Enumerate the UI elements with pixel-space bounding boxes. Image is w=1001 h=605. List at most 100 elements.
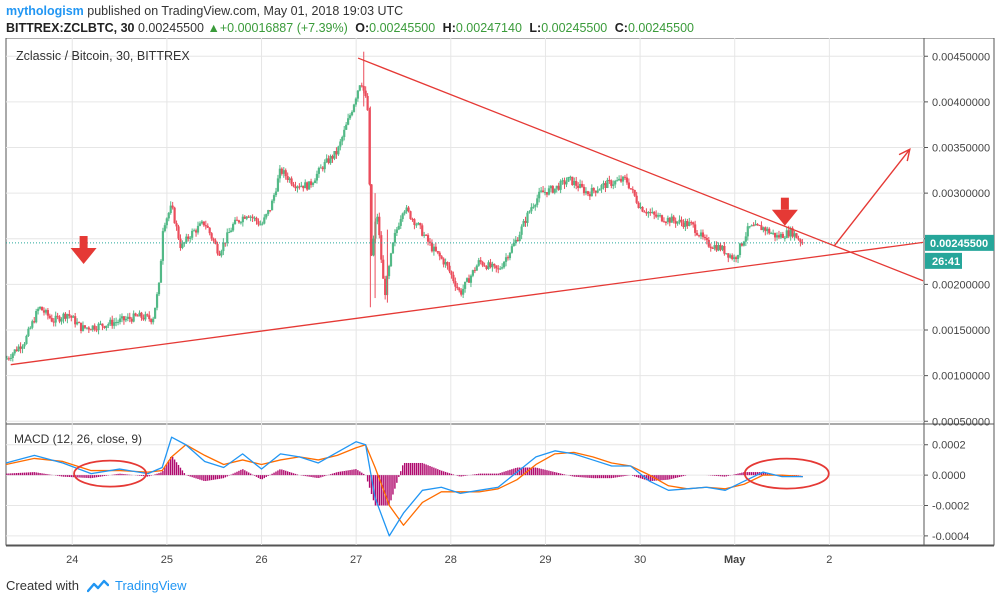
candle-body: [7, 358, 10, 360]
candle-body: [403, 211, 406, 214]
candle-body: [750, 225, 753, 227]
author-link[interactable]: mythologism: [6, 4, 84, 18]
candle: [42, 307, 46, 316]
countdown-label: 26:41: [932, 256, 960, 268]
tradingview-brand[interactable]: TradingView: [114, 578, 187, 593]
candle-body: [304, 182, 307, 189]
candle: [113, 318, 116, 329]
candle: [596, 186, 599, 194]
candle-body: [434, 246, 437, 252]
candle-body: [42, 310, 46, 313]
time-tick-label: 30: [634, 554, 646, 566]
candle: [619, 175, 623, 183]
candle-body: [676, 221, 679, 224]
candle-body: [118, 318, 122, 322]
candle-body: [777, 235, 781, 238]
candle: [76, 318, 79, 326]
candle: [313, 178, 317, 184]
candle-body: [231, 224, 235, 231]
trendline-lower[interactable]: [10, 241, 924, 366]
candle-body: [302, 185, 305, 189]
chart-area[interactable]: 0.00450000 0.00400000 0.00350000 0.00300000…: [0, 38, 1001, 568]
macd-line: [5, 436, 803, 537]
candle-body: [467, 278, 471, 283]
candle-body: [208, 227, 211, 234]
candle-body: [401, 213, 404, 220]
candle: [356, 90, 359, 102]
candle-body: [148, 315, 151, 320]
candle: [292, 182, 295, 188]
candle-body: [658, 215, 662, 217]
candle: [294, 181, 297, 192]
candle-body: [298, 186, 301, 188]
trendline-upper[interactable]: [357, 57, 924, 282]
candle-body: [33, 321, 36, 323]
annotation-ellipse-left[interactable]: [73, 459, 148, 488]
annotation-ellipse-right[interactable]: [743, 457, 830, 490]
candle: [335, 147, 338, 159]
candle-body: [789, 228, 792, 237]
candle-body: [538, 191, 541, 199]
candle-body: [259, 224, 262, 226]
candle: [575, 176, 578, 190]
candle: [198, 221, 202, 227]
candle: [13, 349, 16, 356]
candle: [785, 226, 788, 239]
candle: [161, 227, 165, 265]
annotation-down-arrow-left[interactable]: [70, 236, 97, 265]
candle-body: [278, 168, 281, 179]
candle-body: [382, 259, 385, 279]
candle: [746, 222, 749, 241]
low-label: L:: [529, 21, 542, 35]
candle: [280, 167, 283, 176]
arrow-up-head[interactable]: [898, 148, 911, 162]
candle: [278, 165, 281, 183]
candle-body: [270, 200, 274, 211]
footer: Created with TradingView: [6, 578, 187, 593]
candle-body: [684, 220, 687, 227]
candle: [23, 342, 26, 349]
candle-body: [588, 194, 591, 197]
candle: [569, 175, 572, 181]
candle-body: [218, 253, 221, 256]
candle-body: [731, 255, 734, 259]
grid: [6, 38, 924, 545]
candle-body: [152, 318, 155, 323]
annotation-down-arrow-right[interactable]: [771, 197, 798, 226]
candle: [146, 313, 149, 317]
candle: [571, 176, 574, 186]
candle-body: [549, 186, 552, 189]
candle-body: [206, 225, 209, 228]
candle-body: [251, 216, 254, 218]
candle-body: [752, 225, 755, 227]
candle-body: [657, 215, 660, 217]
candle: [218, 250, 221, 256]
candle-body: [680, 219, 683, 223]
arrow-up-line[interactable]: [833, 148, 911, 247]
candle-body: [187, 236, 190, 239]
candle: [226, 228, 229, 247]
candle: [705, 234, 708, 245]
candle-body: [547, 188, 551, 195]
candle: [703, 234, 706, 241]
candle: [770, 231, 773, 235]
candle-body: [280, 168, 283, 174]
candle-body: [366, 95, 369, 111]
candle-body: [649, 212, 652, 214]
candle-body: [99, 323, 102, 325]
candle-body: [274, 191, 278, 196]
candle: [257, 218, 260, 227]
candle-body: [405, 207, 408, 212]
candle: [132, 310, 135, 323]
candle: [559, 179, 562, 194]
candle: [773, 232, 777, 242]
candle-body: [446, 262, 449, 266]
candle-body: [604, 183, 607, 188]
candle-body: [713, 245, 716, 249]
candle: [155, 292, 159, 311]
candle: [647, 211, 650, 218]
symbol-label: BITTREX:ZCLBTC, 30: [6, 21, 135, 35]
candle: [662, 217, 666, 223]
candle: [510, 243, 513, 254]
candle: [140, 311, 143, 321]
